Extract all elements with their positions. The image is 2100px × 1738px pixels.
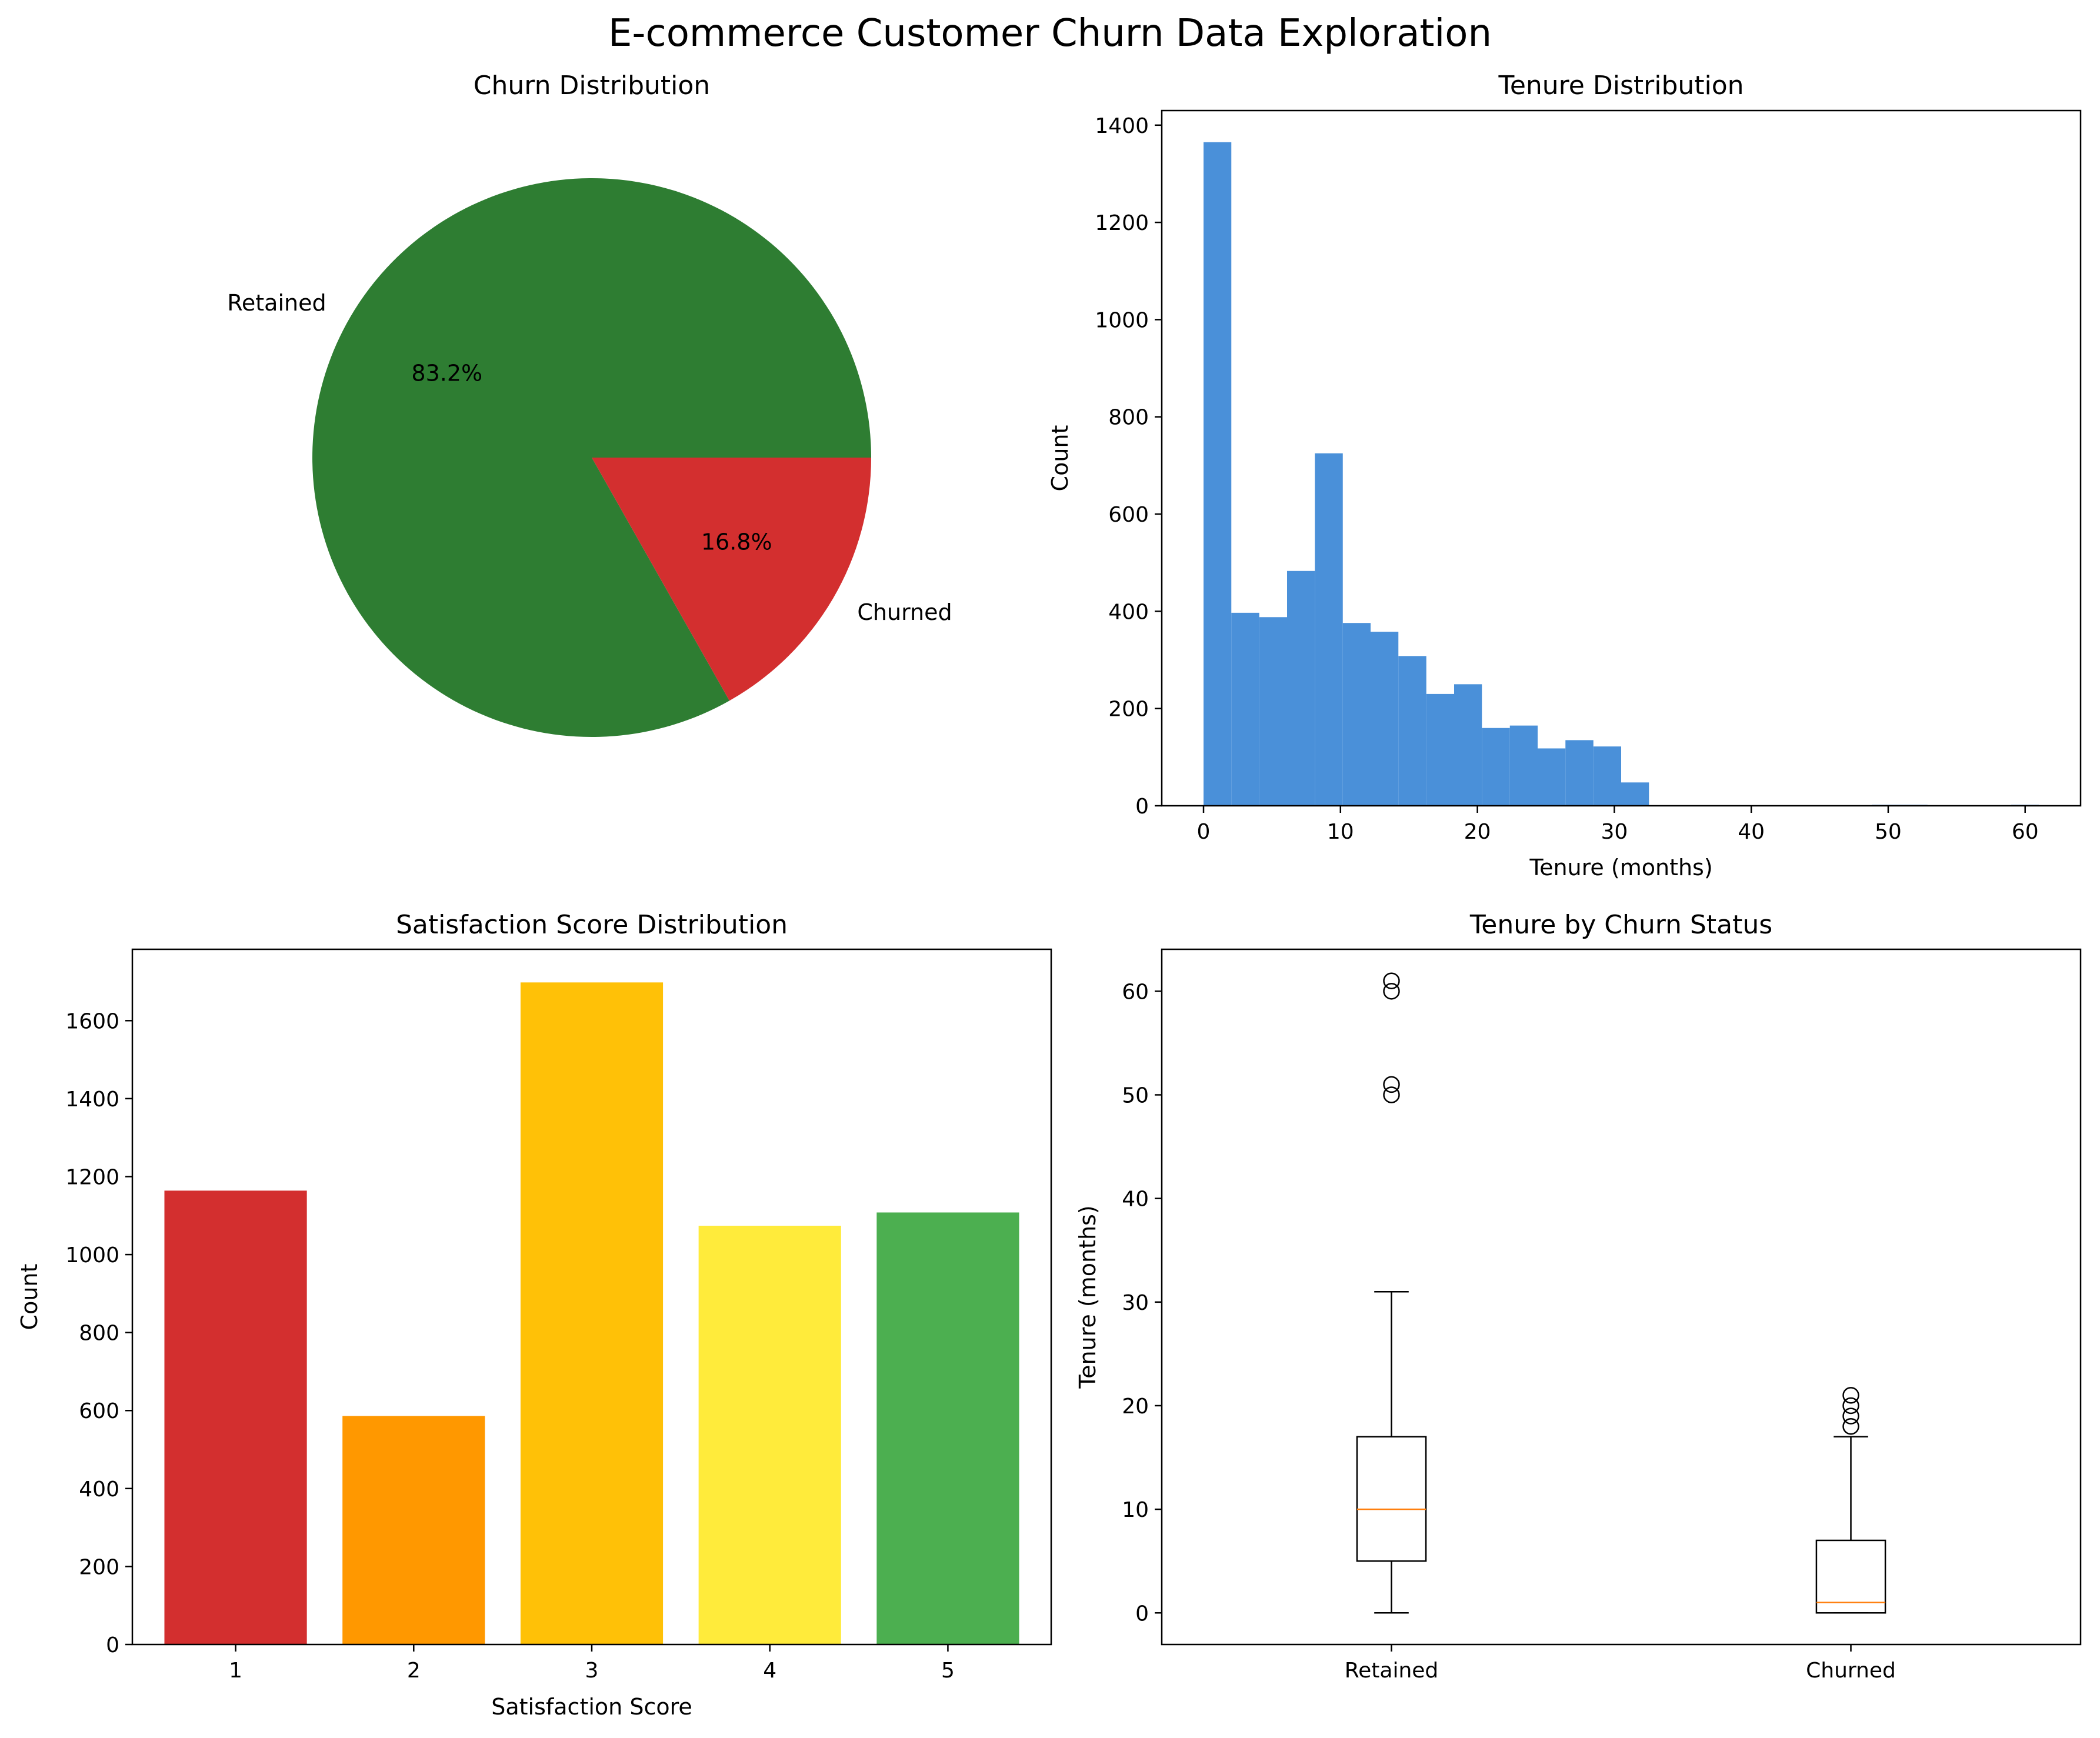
box-ytick-label: 50 [1122, 1083, 1149, 1107]
box-iqr-retained [1356, 1436, 1427, 1562]
bar-score-3 [520, 982, 664, 1644]
box-ytick-label: 20 [1122, 1395, 1149, 1419]
box-outlier-retained [1383, 1086, 1400, 1103]
box-ytick-label: 40 [1122, 1187, 1149, 1212]
tenure-histogram-panel: Tenure Distribution 0 10 20 30 40 50 600200400… [1047, 71, 2082, 880]
bar-xtick-label: 2 [407, 1659, 421, 1683]
tenure-boxplot-panel: Tenure by Churn Status Retained Churned 0 1… [1075, 910, 2082, 1683]
pie-pct-retained: 83.2% [411, 360, 482, 386]
hist-bar [1621, 782, 1649, 806]
bar-ytick-label: 400 [79, 1477, 119, 1502]
hist-ytick-label: 1200 [1095, 211, 1149, 235]
hist-axes-frame [1161, 109, 2082, 807]
hist-bar [1454, 684, 1482, 806]
hist-bar [1509, 725, 1538, 806]
bar-plot: 1 2 3 4 5 0 200 400 600 800 1000 1200 1400 1600 [65, 982, 1019, 1683]
hist-ytick-label: 800 [1108, 406, 1149, 430]
box-ytick-label: 30 [1122, 1291, 1149, 1315]
box-xtick-label-retained: Retained [1345, 1659, 1439, 1683]
box-xtick-label-churned: Churned [1806, 1659, 1896, 1683]
hist-ytick-label: 1000 [1095, 308, 1149, 332]
bar-ytick-label: 1000 [65, 1243, 119, 1267]
hist-bar [1538, 748, 1566, 806]
bar-score-1 [164, 1190, 307, 1644]
bar-score-2 [342, 1416, 485, 1644]
hist-ylabel: Count [1047, 425, 1073, 492]
churn-pie-panel: Churn Distribution Retained 83.2% Churned 1… [227, 71, 952, 738]
hist-bar [1342, 623, 1371, 806]
box-outlier-churned [1842, 1417, 1859, 1435]
pie-label-churned: Churned [857, 599, 952, 625]
box-outlier-churned [1842, 1407, 1859, 1425]
hist-xtick-label: 10 [1327, 820, 1354, 844]
pie-slice-churned [592, 458, 871, 701]
bar-ytick-label: 600 [79, 1399, 119, 1423]
bar-score-5 [876, 1212, 1019, 1644]
hist-xlabel: Tenure (months) [1529, 855, 1712, 880]
hist-bar [1287, 571, 1315, 806]
box-outlier-retained [1383, 983, 1400, 1000]
bar-ytick-label: 200 [79, 1555, 119, 1579]
bar-ytick-label: 800 [79, 1322, 119, 1346]
pie-slices: Retained 83.2% Churned 16.8% [227, 178, 952, 738]
box-outlier-churned [1842, 1397, 1859, 1415]
box-ytick-label: 0 [1135, 1602, 1149, 1626]
box-plot: Retained Churned 0 10 20 30 40 50 60 [1122, 972, 1896, 1683]
hist-bar [1482, 728, 1510, 806]
box-ytick-label: 60 [1122, 980, 1149, 1004]
pie-pct-churned: 16.8% [701, 529, 772, 555]
bar-score-4 [698, 1226, 841, 1644]
box-outlier-retained [1383, 1076, 1400, 1093]
figure-title: E-commerce Customer Churn Data Explorati… [608, 12, 1492, 55]
bar-ytick-label: 1200 [65, 1165, 119, 1189]
pie-title: Churn Distribution [474, 71, 710, 101]
bar-ytick-label: 1400 [65, 1087, 119, 1112]
hist-bar [1259, 617, 1287, 806]
hist-xtick-label: 0 [1197, 820, 1211, 844]
box-iqr-churned [1815, 1539, 1886, 1614]
bar-xtick-label: 1 [229, 1659, 242, 1683]
box-axes-frame [1161, 948, 2082, 1646]
bar-ytick-label: 0 [106, 1633, 119, 1657]
bar-ylabel: Count [16, 1264, 42, 1330]
pie-label-retained: Retained [227, 290, 326, 316]
hist-bar [1231, 612, 1259, 806]
hist-bar [1565, 740, 1594, 806]
hist-ytick-label: 1400 [1095, 114, 1149, 138]
hist-ytick-label: 400 [1108, 600, 1149, 624]
bar-axes-frame [131, 948, 1052, 1646]
box-ylabel: Tenure (months) [1075, 1205, 1101, 1389]
satisfaction-bar-panel: Satisfaction Score Distribution 1 2 3 4 5 0 20… [16, 910, 1052, 1720]
box-outlier-retained [1383, 972, 1400, 989]
bar-ytick-label: 1600 [65, 1009, 119, 1033]
bar-xtick-label: 3 [585, 1659, 599, 1683]
hist-bar [1593, 746, 1621, 806]
bar-title: Satisfaction Score Distribution [396, 910, 788, 940]
hist-ytick-label: 0 [1135, 795, 1149, 819]
hist-bar [1398, 656, 1426, 806]
box-ytick-label: 10 [1122, 1498, 1149, 1522]
hist-bar [1315, 453, 1343, 806]
hist-xtick-label: 20 [1464, 820, 1491, 844]
hist-xtick-label: 60 [2012, 820, 2039, 844]
hist-xtick-label: 40 [1738, 820, 1765, 844]
bar-xtick-label: 5 [941, 1659, 955, 1683]
box-outlier-churned [1842, 1387, 1859, 1404]
hist-bar [1204, 142, 1232, 806]
pie-slice-retained [312, 178, 871, 738]
hist-bar [1426, 693, 1454, 806]
hist-xtick-label: 30 [1601, 820, 1628, 844]
hist-ytick-label: 200 [1108, 698, 1149, 722]
bar-xtick-label: 4 [763, 1659, 776, 1683]
hist-ytick-label: 600 [1108, 503, 1149, 527]
box-title: Tenure by Churn Status [1469, 910, 1772, 940]
hist-xtick-label: 50 [1875, 820, 1902, 844]
hist-bar [1371, 632, 1399, 806]
hist-title: Tenure Distribution [1498, 71, 1744, 101]
bar-xlabel: Satisfaction Score [491, 1694, 692, 1720]
